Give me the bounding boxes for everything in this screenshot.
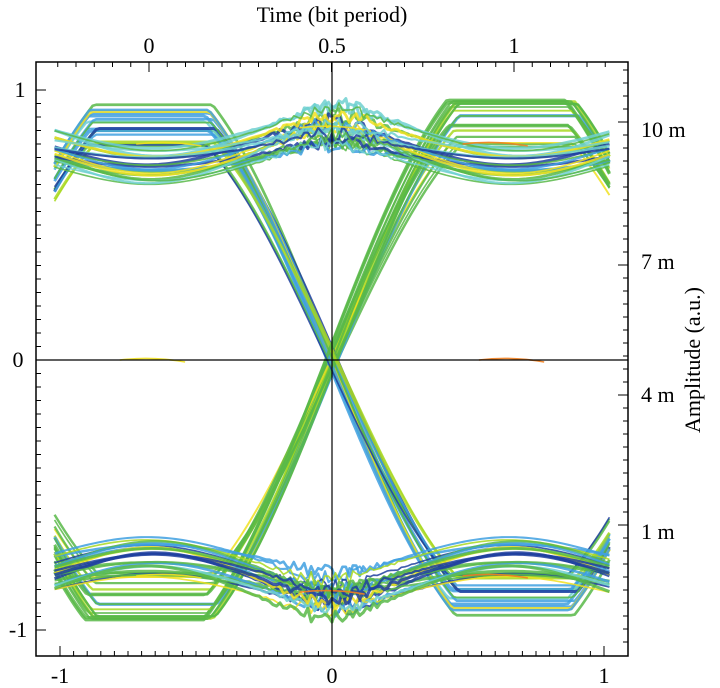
top-axis-title: Time (bit period) xyxy=(257,2,408,27)
left-tick-label-1: 0 xyxy=(13,347,24,372)
hotspot-mark-3 xyxy=(462,573,528,579)
bottom-tick-label-2: 1 xyxy=(599,663,610,688)
hotspot-mark-2 xyxy=(136,573,202,579)
right-tick-label-0: 10 m xyxy=(641,117,686,142)
right-axis-title: Amplitude (a.u.) xyxy=(680,287,705,433)
top-tick-label-0: 0 xyxy=(144,33,155,58)
left-tick-label-2: -1 xyxy=(9,617,27,642)
top-tick-label-1: 0.5 xyxy=(318,33,346,58)
axis-ticks xyxy=(36,62,628,656)
hotspot-mark-6 xyxy=(119,357,186,363)
hotspot-mark-7 xyxy=(478,357,545,363)
bottom-tick-label-0: -1 xyxy=(51,663,69,688)
hotspot-mark-0 xyxy=(136,141,202,147)
right-tick-label-3: 1 m xyxy=(641,519,675,544)
bottom-tick-label-1: 0 xyxy=(327,663,338,688)
left-tick-label-0: 1 xyxy=(15,77,26,102)
top-tick-label-2: 1 xyxy=(509,33,520,58)
right-tick-label-2: 4 m xyxy=(641,382,675,407)
crosshair-grid xyxy=(36,62,628,656)
hotspot-mark-1 xyxy=(462,141,528,147)
right-tick-label-1: 7 m xyxy=(641,249,675,274)
